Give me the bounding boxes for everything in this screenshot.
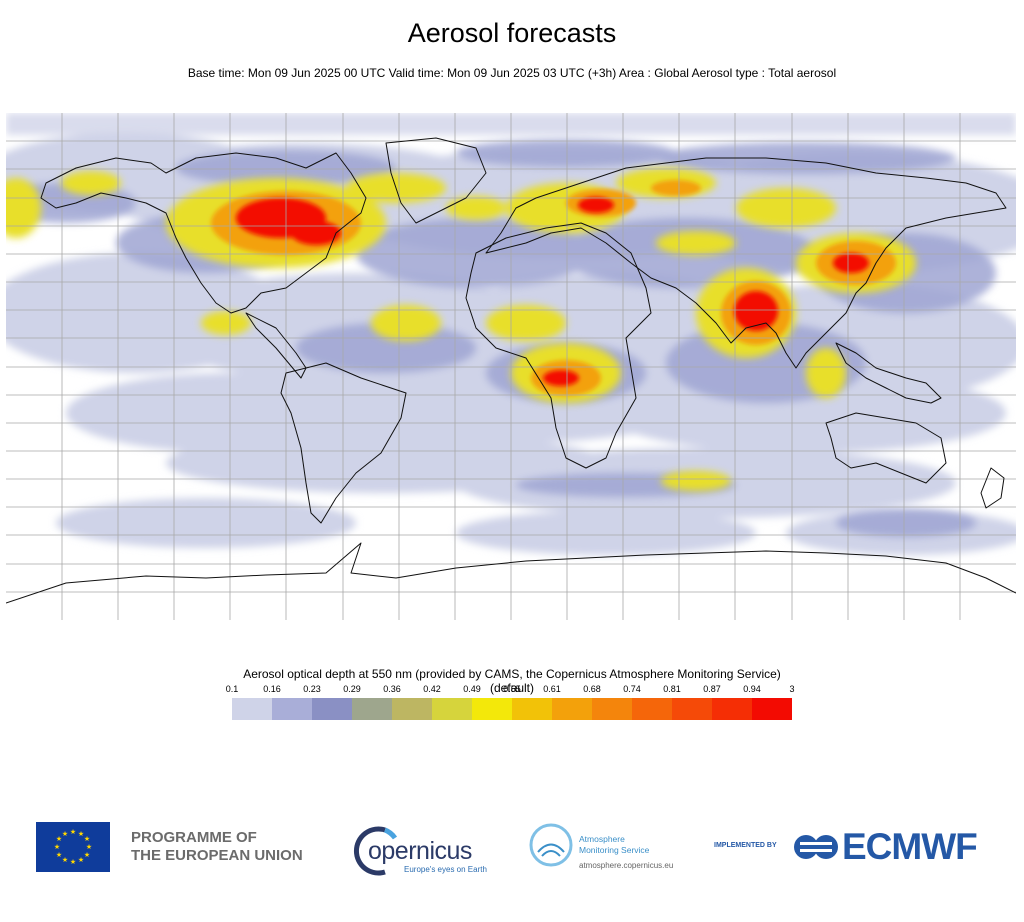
colorbar-tick-label: 0.1	[225, 684, 239, 694]
colorbar-swatch	[352, 698, 392, 720]
colorbar-tick-label: 0.36	[383, 684, 401, 694]
colorbar-tick-label: 0.49	[463, 684, 481, 694]
colorbar-swatch	[632, 698, 672, 720]
svg-text:★: ★	[62, 856, 68, 864]
colorbar-tick-label: 0.87	[703, 684, 721, 694]
svg-text:★: ★	[84, 851, 90, 859]
colorbar-swatch	[512, 698, 552, 720]
ecmwf-logo-text: ECMWF	[842, 826, 978, 867]
colorbar-title: Aerosol optical depth at 550 nm (provide…	[243, 667, 781, 695]
svg-text:★: ★	[56, 851, 62, 859]
atmosphere-monitoring-logo-icon	[529, 823, 573, 867]
forecast-subtitle: Base time: Mon 09 Jun 2025 00 UTC Valid …	[187, 66, 837, 80]
colorbar-tick-label: 0.74	[623, 684, 641, 694]
copernicus-logo-icon	[353, 826, 398, 876]
svg-text:★: ★	[84, 835, 90, 843]
colorbar-tick-label: 0.68	[583, 684, 601, 694]
colorbar-ticks: 0.1 0.16 0.23 0.29 0.36 0.42 0.49 0.55 0.61 0.68 0…	[212, 684, 812, 698]
colorbar-swatch	[712, 698, 752, 720]
colorbar-swatch	[752, 698, 792, 720]
atmosphere-monitoring-text: Atmosphere Monitoring Service	[579, 834, 650, 855]
colorbar-tick-label: 0.55	[503, 684, 521, 694]
copernicus-tagline: Europe's eyes on Earth	[404, 865, 487, 874]
logo-footer: ★ ★ ★ ★ ★ ★ ★ ★ ★ ★ ★ ★ PROGRAMME OF THE EUROPEA…	[0, 810, 1024, 890]
copernicus-logo-text: opernicus	[368, 837, 472, 865]
svg-text:★: ★	[70, 858, 76, 866]
coastlines	[6, 137, 1016, 604]
colorbar-tick-label: 0.81	[663, 684, 681, 694]
svg-text:★: ★	[86, 843, 92, 851]
colorbar-swatch	[552, 698, 592, 720]
colorbar-swatch	[432, 698, 472, 720]
eu-flag-logo: ★ ★ ★ ★ ★ ★ ★ ★ ★ ★ ★ ★	[36, 822, 110, 872]
colorbar-swatch	[472, 698, 512, 720]
colorbar-tick-label: 0.23	[303, 684, 321, 694]
colorbar	[232, 698, 792, 720]
colorbar-swatch	[232, 698, 272, 720]
colorbar-tick-label: 0.61	[543, 684, 561, 694]
svg-text:★: ★	[62, 830, 68, 838]
implemented-by-label: IMPLEMENTED BY	[714, 842, 777, 849]
colorbar-tick-label: 0.29	[343, 684, 361, 694]
colorbar-swatch	[592, 698, 632, 720]
colorbar-tick-label: 3	[789, 684, 795, 694]
svg-text:★: ★	[78, 830, 84, 838]
colorbar-swatch	[672, 698, 712, 720]
eu-programme-text: PROGRAMME OF THE EUROPEAN UNION	[131, 829, 303, 864]
colorbar-tick-label: 0.94	[743, 684, 761, 694]
aerosol-map	[6, 113, 1016, 620]
atmosphere-url: atmosphere.copernicus.eu	[579, 861, 674, 870]
svg-text:★: ★	[78, 856, 84, 864]
colorbar-tick-label: 0.16	[263, 684, 281, 694]
svg-text:★: ★	[70, 828, 76, 836]
colorbar-swatch	[312, 698, 352, 720]
colorbar-swatch	[272, 698, 312, 720]
page-title: Aerosol forecasts	[407, 18, 617, 48]
aod-extreme-field	[236, 197, 869, 386]
svg-text:★: ★	[54, 843, 60, 851]
ecmwf-logo-icon	[794, 835, 838, 859]
svg-text:★: ★	[56, 835, 62, 843]
colorbar-swatch	[392, 698, 432, 720]
colorbar-tick-label: 0.42	[423, 684, 441, 694]
